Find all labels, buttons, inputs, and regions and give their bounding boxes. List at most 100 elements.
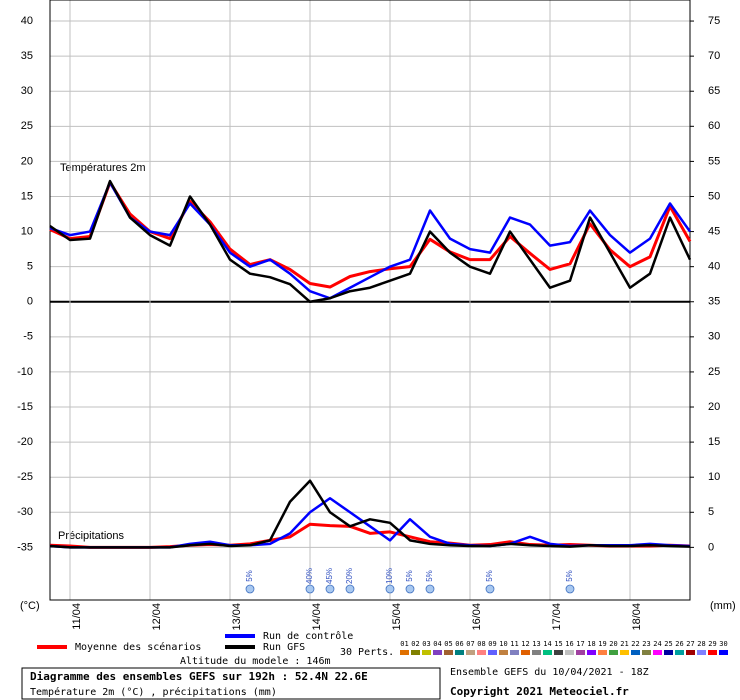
info-box [21, 667, 441, 700]
snow-icon [325, 584, 335, 594]
x-tick-label: 11/04 [71, 603, 83, 630]
perturbation-label: 30 [719, 640, 727, 648]
box-subtitle: Température 2m (°C) , précipitations (mm… [30, 686, 277, 698]
y2-tick-label: 20 [708, 401, 720, 413]
y2-tick-label: 30 [708, 331, 720, 343]
perturbation-label: 25 [664, 640, 672, 648]
perturbation-swatch [554, 650, 563, 655]
y2-tick-label: 25 [708, 366, 720, 378]
copyright: Copyright 2021 Meteociel.fr [450, 685, 629, 698]
x-tick-label: 17/04 [551, 603, 563, 631]
x-tick-label: 15/04 [391, 603, 403, 631]
perturbation-label: 11 [510, 640, 518, 648]
legend-mean: Moyenne des scénarios [75, 641, 201, 653]
altitude: Altitude du modele : 146m [180, 656, 331, 667]
temp-panel-label: Températures 2m [60, 162, 146, 174]
snow-probability: 5% [565, 570, 574, 582]
snow-icon [345, 584, 355, 594]
snow-icon [385, 584, 395, 594]
perturbation-label: 02 [411, 640, 419, 648]
y2-tick-label: 40 [708, 261, 720, 273]
y2-axis-unit: (mm) [710, 600, 736, 612]
y-tick-label: 0 [27, 296, 33, 308]
snow-icon [245, 584, 255, 594]
perturbation-swatch [675, 650, 684, 655]
y2-tick-label: 10 [708, 471, 720, 483]
y-tick-label: 10 [21, 225, 33, 237]
perturbation-swatch [433, 650, 442, 655]
perturbation-swatch [477, 650, 486, 655]
perturbation-swatch [510, 650, 519, 655]
snow-probability: 45% [325, 568, 334, 584]
snow-probability: 40% [305, 568, 314, 584]
series-line [49, 179, 692, 304]
perturbation-label: 26 [675, 640, 683, 648]
perturbation-label: 21 [620, 640, 628, 648]
y2-tick-label: 65 [708, 85, 720, 97]
perturbation-swatch [576, 650, 585, 655]
series-line [49, 181, 692, 300]
snow-probability: 5% [245, 570, 254, 582]
snow-probability: 5% [425, 570, 434, 582]
snow-icon [425, 584, 435, 594]
perturbation-label: 08 [477, 640, 485, 648]
perturbation-swatch [411, 650, 420, 655]
legend-control: Run de contrôle [263, 630, 353, 642]
run-info: Ensemble GEFS du 10/04/2021 - 18Z [450, 667, 649, 678]
perturbation-swatch [653, 650, 662, 655]
perturbation-swatch [719, 650, 728, 655]
plot-frame [49, 0, 691, 601]
snow-probability: 5% [485, 570, 494, 582]
y-tick-label: 15 [21, 190, 33, 202]
x-tick-label: 12/04 [151, 603, 163, 631]
y-tick-label: -15 [17, 401, 33, 413]
perturbation-label: 17 [576, 640, 584, 648]
x-tick-label: 18/04 [631, 603, 643, 631]
perturbation-swatch [521, 650, 530, 655]
y-tick-label: -25 [17, 471, 33, 483]
snow-icon [485, 584, 495, 594]
y2-tick-label: 15 [708, 436, 720, 448]
perturbation-label: 18 [587, 640, 595, 648]
perturbation-swatch [686, 650, 695, 655]
y2-tick-label: 5 [708, 506, 714, 518]
y-tick-label: 25 [21, 120, 33, 132]
perturbation-swatch [565, 650, 574, 655]
y-tick-label: -35 [17, 541, 33, 553]
perturbation-swatch [455, 650, 464, 655]
perturbation-label: 22 [631, 640, 639, 648]
perturbation-swatch [664, 650, 673, 655]
perturbation-label: 27 [686, 640, 694, 648]
perturbation-label: 20 [609, 640, 617, 648]
snow-icon [565, 584, 575, 594]
y2-tick-label: 75 [708, 15, 720, 27]
perturbation-label: 12 [521, 640, 529, 648]
y-tick-label: -10 [17, 366, 33, 378]
box-title: Diagramme des ensembles GEFS sur 192h : … [30, 670, 368, 683]
perturbation-label: 15 [554, 640, 562, 648]
perturbation-label: 06 [455, 640, 463, 648]
x-tick-label: 16/04 [471, 603, 483, 631]
y2-tick-label: 70 [708, 50, 720, 62]
grid [50, 0, 690, 600]
y-tick-label: -5 [23, 331, 33, 343]
perturbation-label: 16 [565, 640, 573, 648]
perturbation-label: 03 [422, 640, 430, 648]
y-tick-label: 20 [21, 155, 33, 167]
snow-icon [405, 584, 415, 594]
perturbation-swatch [598, 650, 607, 655]
perturbation-label: 01 [400, 640, 408, 648]
perturbation-swatch [444, 650, 453, 655]
snow-probability: 5% [405, 570, 414, 582]
y2-tick-label: 0 [708, 541, 714, 553]
perts-label: 30 Perts. [340, 647, 394, 658]
perturbation-swatch [708, 650, 717, 655]
snow-probability: 20% [345, 568, 354, 584]
perturbation-swatch [466, 650, 475, 655]
snow-probability: 10% [385, 568, 394, 584]
perturbation-label: 09 [488, 640, 496, 648]
perturbation-label: 04 [433, 640, 441, 648]
perturbation-label: 13 [532, 640, 540, 648]
perturbation-swatch [631, 650, 640, 655]
y2-tick-label: 55 [708, 155, 720, 167]
